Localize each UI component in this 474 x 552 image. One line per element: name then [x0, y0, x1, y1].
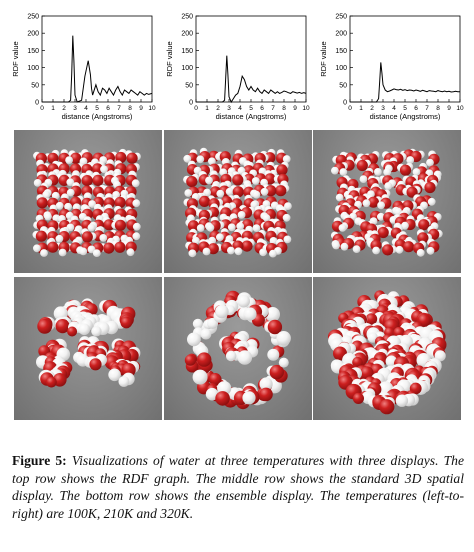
x-tick-label: 9	[139, 105, 143, 112]
ensemble-display-100k	[14, 277, 162, 420]
y-tick-label: 150	[181, 48, 193, 55]
spatial-display-320k	[313, 130, 461, 273]
x-tick-label: 5	[95, 105, 99, 112]
x-tick-label: 1	[205, 105, 209, 112]
water-lattice	[330, 148, 443, 257]
x-tick-label: 4	[84, 105, 88, 112]
x-tick-label: 7	[117, 105, 121, 112]
rdf-series-line	[42, 35, 153, 103]
figure-label: Figure 5:	[12, 453, 67, 468]
rdf-series-line	[350, 62, 460, 103]
figure-caption: Figure 5: Visualizations of water at thr…	[12, 452, 464, 522]
y-tick-label: 250	[27, 14, 39, 21]
x-tick-label: 0	[348, 105, 352, 112]
x-tick-label: 2	[62, 105, 66, 112]
y-tick-label: 150	[335, 48, 347, 55]
x-tick-label: 2	[216, 105, 220, 112]
figure-caption-text: Visualizations of water at three tempera…	[12, 453, 465, 521]
x-tick-label: 9	[447, 105, 451, 112]
x-tick-label: 6	[414, 105, 418, 112]
x-tick-label: 2	[370, 105, 374, 112]
x-tick-label: 8	[128, 105, 132, 112]
x-tick-label: 8	[282, 105, 286, 112]
y-tick-label: 250	[181, 14, 193, 21]
x-tick-label: 4	[392, 105, 396, 112]
x-tick-label: 9	[293, 105, 297, 112]
rdf-series-line	[196, 55, 307, 104]
x-axis-label: distance (Angstroms)	[62, 112, 133, 121]
x-tick-label: 6	[106, 105, 110, 112]
y-tick-label: 100	[27, 65, 39, 72]
water-lattice	[183, 147, 292, 258]
x-tick-label: 10	[148, 105, 156, 112]
x-tick-label: 8	[436, 105, 440, 112]
y-tick-label: 50	[339, 82, 347, 89]
x-axis-label: distance (Angstroms)	[216, 112, 287, 121]
y-tick-label: 50	[31, 82, 39, 89]
x-tick-label: 10	[456, 105, 464, 112]
x-tick-label: 6	[260, 105, 264, 112]
y-tick-label: 50	[185, 82, 193, 89]
y-tick-label: 200	[181, 31, 193, 38]
water-ensemble	[184, 290, 291, 410]
y-tick-label: 200	[335, 31, 347, 38]
y-axis-label: RDF value	[165, 41, 174, 76]
ensemble-display-320k	[313, 277, 461, 420]
x-tick-label: 0	[40, 105, 44, 112]
x-tick-label: 4	[238, 105, 242, 112]
rdf-chart-210k: 0 50 100 150 200 250 0 1 2 3 4 5 6 7 8 9 10 distance (Ang…	[162, 2, 312, 124]
water-lattice	[32, 148, 141, 257]
spatial-display-100k	[14, 130, 162, 273]
x-tick-label: 3	[381, 105, 385, 112]
y-tick-label: 150	[27, 48, 39, 55]
plot-frame	[195, 15, 307, 103]
spatial-display-210k	[164, 130, 312, 273]
x-tick-label: 7	[271, 105, 275, 112]
y-tick-label: 0	[343, 100, 347, 107]
y-tick-label: 100	[335, 65, 347, 72]
x-tick-label: 3	[73, 105, 77, 112]
ensemble-display-210k	[164, 277, 312, 420]
y-tick-label: 0	[189, 100, 193, 107]
y-axis-label: RDF value	[11, 41, 20, 76]
x-tick-label: 1	[359, 105, 363, 112]
x-tick-label: 7	[425, 105, 429, 112]
x-tick-label: 5	[403, 105, 407, 112]
rdf-chart-100k: 0 50 100 150 200 250 0 1 2 3 4 5 6 7 8 9 10 distance (Ang…	[8, 2, 158, 124]
x-tick-label: 0	[194, 105, 198, 112]
water-ensemble	[327, 290, 447, 415]
x-axis-label: distance (Angstroms)	[370, 112, 441, 121]
y-tick-label: 200	[27, 31, 39, 38]
x-tick-label: 5	[249, 105, 253, 112]
x-tick-label: 10	[302, 105, 310, 112]
y-tick-label: 0	[35, 100, 39, 107]
rdf-chart-320k: 0 50 100 150 200 250 0 1 2 3 4 5 6 7 8 9 10 distance (Ang…	[316, 2, 466, 124]
x-tick-label: 1	[51, 105, 55, 112]
y-axis-label: RDF value	[319, 41, 328, 76]
water-ensemble	[36, 298, 141, 388]
y-tick-label: 100	[181, 65, 193, 72]
y-tick-label: 250	[335, 14, 347, 21]
x-tick-label: 3	[227, 105, 231, 112]
